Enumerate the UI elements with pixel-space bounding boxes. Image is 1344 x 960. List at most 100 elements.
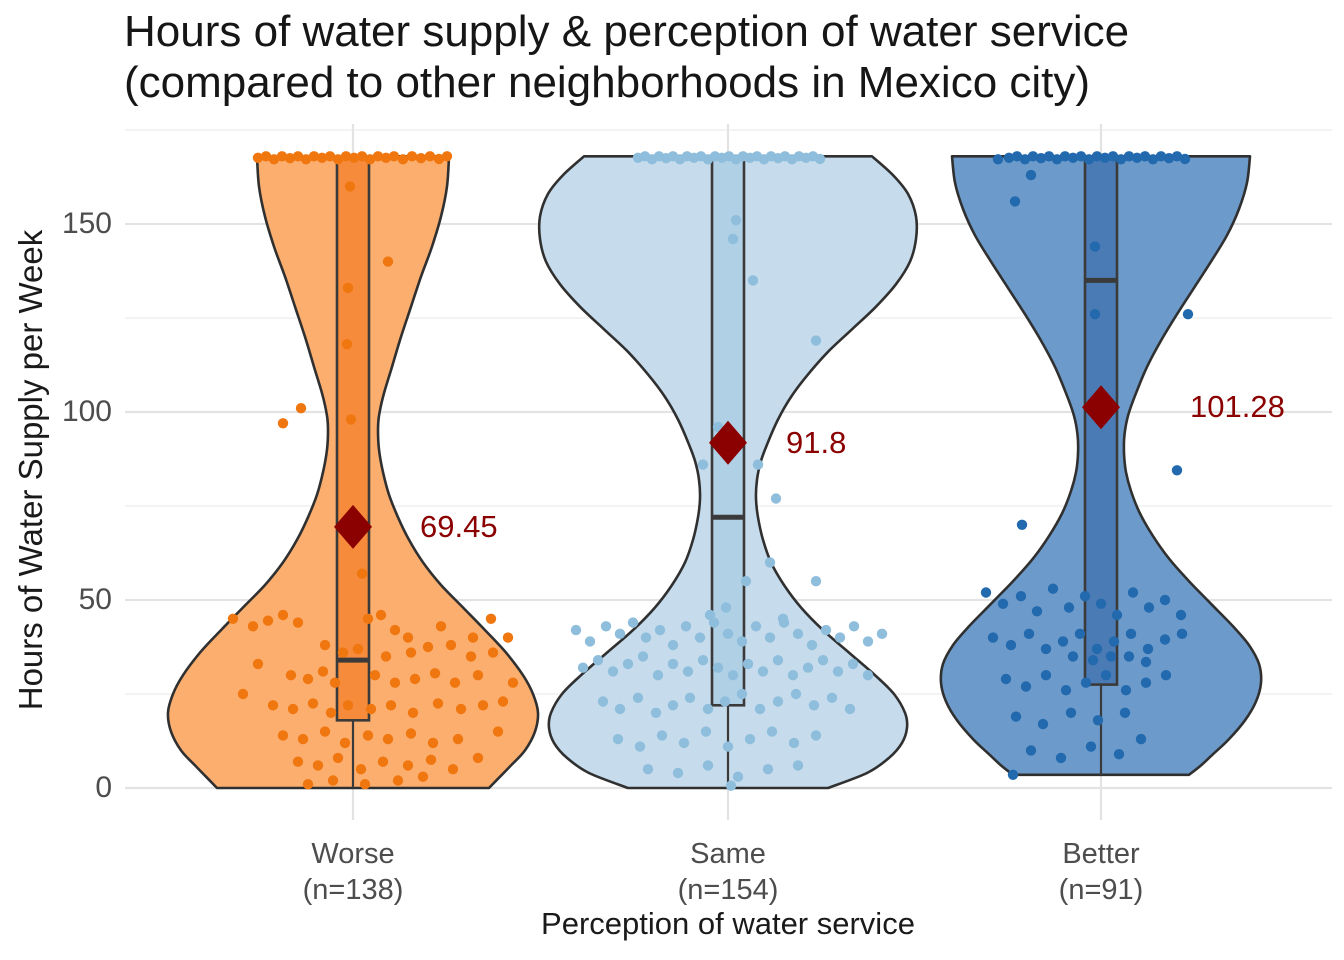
data-point bbox=[409, 673, 421, 685]
data-point bbox=[876, 628, 888, 639]
data-point bbox=[312, 760, 324, 771]
data-point bbox=[352, 643, 364, 655]
data-point bbox=[736, 636, 748, 647]
data-point bbox=[597, 696, 609, 707]
data-point bbox=[1160, 670, 1172, 681]
data-point bbox=[1079, 591, 1091, 602]
data-point bbox=[341, 339, 353, 350]
data-point bbox=[612, 733, 624, 745]
jitter-points-better bbox=[980, 151, 1194, 780]
data-point bbox=[1020, 681, 1032, 692]
data-point bbox=[987, 632, 999, 643]
data-point bbox=[752, 459, 764, 470]
data-point bbox=[365, 703, 377, 715]
data-point bbox=[627, 617, 639, 628]
data-point bbox=[810, 730, 822, 741]
data-point bbox=[607, 666, 619, 677]
data-point bbox=[720, 602, 732, 613]
data-point bbox=[285, 670, 297, 681]
data-point bbox=[652, 670, 664, 681]
y-axis-title: Hours of Water Supply per Week bbox=[12, 229, 49, 711]
x-tick-better: Better (n=91) bbox=[981, 836, 1221, 908]
data-point bbox=[507, 677, 519, 688]
data-point bbox=[472, 752, 484, 764]
data-point bbox=[1099, 152, 1111, 163]
y-tick-0: 0 bbox=[95, 771, 112, 804]
x-tick-worse-label: Worse bbox=[311, 838, 395, 870]
data-point bbox=[1047, 583, 1059, 594]
data-point bbox=[324, 151, 336, 162]
data-point bbox=[844, 703, 856, 715]
data-point bbox=[277, 418, 289, 429]
data-point bbox=[1095, 598, 1107, 609]
data-point bbox=[750, 621, 762, 632]
x-tick-same-label: Same bbox=[690, 838, 766, 870]
data-point bbox=[1025, 745, 1037, 756]
data-point bbox=[600, 621, 612, 632]
data-point bbox=[788, 737, 800, 749]
data-point bbox=[1040, 643, 1052, 655]
data-point bbox=[727, 670, 739, 681]
data-point bbox=[1143, 602, 1155, 613]
data-point bbox=[302, 673, 314, 685]
data-point bbox=[1155, 151, 1167, 162]
data-point bbox=[722, 628, 734, 639]
data-point bbox=[1142, 643, 1154, 655]
data-point bbox=[802, 662, 814, 673]
data-point bbox=[826, 692, 838, 703]
data-point bbox=[1000, 673, 1012, 685]
data-point bbox=[1111, 609, 1123, 621]
data-point bbox=[355, 764, 367, 775]
data-point bbox=[1127, 587, 1139, 598]
data-point bbox=[382, 733, 394, 745]
x-tick-same-count: (n=154) bbox=[677, 874, 779, 906]
x-tick-same: Same (n=154) bbox=[608, 836, 848, 908]
data-point bbox=[1019, 154, 1031, 165]
data-point bbox=[284, 153, 296, 164]
data-point bbox=[770, 493, 782, 504]
data-point bbox=[725, 780, 737, 791]
data-point bbox=[445, 639, 457, 651]
data-point bbox=[392, 775, 404, 786]
data-point bbox=[1037, 718, 1049, 730]
data-point bbox=[302, 779, 314, 790]
data-point bbox=[730, 215, 742, 226]
x-tick-worse: Worse (n=138) bbox=[233, 836, 473, 908]
mean-label-worse: 69.45 bbox=[420, 509, 498, 544]
data-point bbox=[388, 151, 400, 162]
data-point bbox=[712, 662, 724, 673]
data-point bbox=[345, 414, 357, 425]
data-point bbox=[637, 651, 649, 662]
data-point bbox=[1011, 151, 1023, 162]
data-point bbox=[449, 677, 461, 688]
data-point bbox=[1113, 749, 1125, 760]
data-point bbox=[377, 756, 389, 767]
data-point bbox=[1107, 151, 1119, 162]
data-point bbox=[1159, 634, 1171, 645]
data-point bbox=[732, 771, 744, 782]
data-point bbox=[415, 153, 427, 164]
data-point bbox=[432, 698, 444, 709]
data-point bbox=[1182, 309, 1194, 320]
data-point bbox=[997, 598, 1009, 609]
data-point bbox=[667, 639, 679, 651]
data-point bbox=[570, 624, 582, 636]
data-point bbox=[227, 613, 239, 624]
data-point bbox=[1009, 196, 1021, 207]
data-point bbox=[1007, 769, 1019, 780]
data-point bbox=[1075, 151, 1087, 162]
data-point bbox=[1089, 241, 1101, 252]
data-point bbox=[356, 151, 368, 162]
data-point bbox=[1051, 154, 1063, 165]
x-axis-title: Perception of water service bbox=[541, 906, 915, 941]
data-point bbox=[708, 617, 720, 628]
data-point bbox=[292, 756, 304, 767]
data-point bbox=[327, 775, 339, 786]
data-point bbox=[1108, 636, 1120, 647]
data-point bbox=[1060, 685, 1072, 696]
data-point bbox=[1140, 677, 1152, 688]
data-point bbox=[1163, 153, 1175, 164]
data-point bbox=[577, 662, 589, 673]
mean-diamond-better bbox=[1082, 385, 1120, 430]
data-point bbox=[650, 707, 662, 718]
